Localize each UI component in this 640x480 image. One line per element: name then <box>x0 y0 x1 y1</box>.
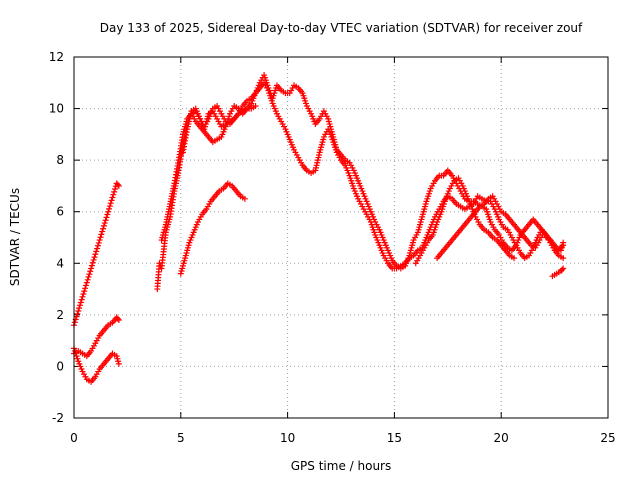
data-point-marker <box>88 262 95 269</box>
data-point-marker <box>112 186 119 193</box>
data-point-marker <box>100 222 107 229</box>
data-points <box>71 72 567 385</box>
data-point-marker <box>82 282 89 289</box>
data-point-marker <box>79 293 86 300</box>
data-point-marker <box>560 239 567 246</box>
data-point-marker <box>73 313 80 320</box>
data-point-marker <box>100 225 107 232</box>
y-tick-label: 10 <box>49 102 64 116</box>
plot-frame <box>73 56 609 419</box>
y-tick-label: -2 <box>52 411 64 425</box>
data-point-marker <box>80 290 87 297</box>
x-tick-label: 20 <box>494 431 509 445</box>
data-point-marker <box>96 237 103 244</box>
y-tick-label: 4 <box>56 256 64 270</box>
data-point-marker <box>99 228 106 235</box>
data-point-marker <box>78 296 85 303</box>
data-point-marker <box>101 220 108 227</box>
y-tick-label: 6 <box>56 205 64 219</box>
data-point-marker <box>252 102 259 109</box>
data-point-marker <box>108 197 115 204</box>
data-point-marker <box>94 242 101 249</box>
data-point-marker <box>109 194 116 201</box>
data-point-marker <box>82 285 89 292</box>
data-point-marker <box>85 273 92 280</box>
data-point-marker <box>98 231 105 238</box>
data-point-marker <box>74 310 81 317</box>
y-axis-label: SDTVAR / TECUs <box>8 188 22 286</box>
data-point-marker <box>103 214 110 221</box>
data-point-marker <box>92 251 99 258</box>
data-point-marker <box>77 299 84 306</box>
data-point-marker <box>88 265 95 272</box>
data-point-marker <box>114 181 121 188</box>
data-point-marker <box>115 182 122 189</box>
x-tick-label: 10 <box>280 431 295 445</box>
axis-ticks: 0 5 10 15 20 25 -2 0 2 4 6 8 10 12 <box>49 50 616 445</box>
x-tick-label: 5 <box>177 431 185 445</box>
data-point-marker <box>91 254 98 261</box>
data-point-marker <box>75 307 82 314</box>
data-point-marker <box>95 239 102 246</box>
data-point-marker <box>76 305 83 312</box>
data-point-marker <box>559 266 566 273</box>
data-point-marker <box>76 302 83 309</box>
data-point-marker <box>511 255 518 262</box>
data-point-marker <box>115 360 122 367</box>
data-point-marker <box>560 265 567 272</box>
x-tick-label: 25 <box>600 431 615 445</box>
data-point-marker <box>115 317 122 324</box>
y-tick-label: 12 <box>49 50 64 64</box>
data-point-marker <box>241 195 248 202</box>
data-point-marker <box>107 200 114 207</box>
data-point-marker <box>83 279 90 286</box>
data-point-marker <box>94 245 101 252</box>
x-tick-label: 15 <box>387 431 402 445</box>
y-tick-label: 0 <box>56 359 64 373</box>
chart-title: Day 133 of 2025, Sidereal Day-to-day VTE… <box>100 21 583 35</box>
y-tick-label: 2 <box>56 308 64 322</box>
data-point-marker <box>105 208 112 215</box>
x-axis-label: GPS time / hours <box>291 459 392 473</box>
data-point-marker <box>104 211 111 218</box>
data-point-marker <box>90 256 97 263</box>
data-point-marker <box>106 203 113 210</box>
data-point-marker <box>71 319 78 326</box>
data-point-marker <box>87 268 94 275</box>
data-point-marker <box>97 234 104 241</box>
data-point-marker <box>89 259 96 266</box>
data-point-marker <box>102 217 109 224</box>
y-tick-label: 8 <box>56 153 64 167</box>
data-point-marker <box>111 188 118 195</box>
grid <box>74 57 608 418</box>
data-point-marker <box>86 271 93 278</box>
data-point-marker <box>106 205 113 212</box>
data-point-marker <box>560 255 567 262</box>
x-tick-label: 0 <box>70 431 78 445</box>
data-point-marker <box>93 248 100 255</box>
data-point-marker <box>110 191 117 198</box>
data-point-marker <box>84 276 91 283</box>
data-point-marker <box>114 315 121 322</box>
data-point-marker <box>81 288 88 295</box>
